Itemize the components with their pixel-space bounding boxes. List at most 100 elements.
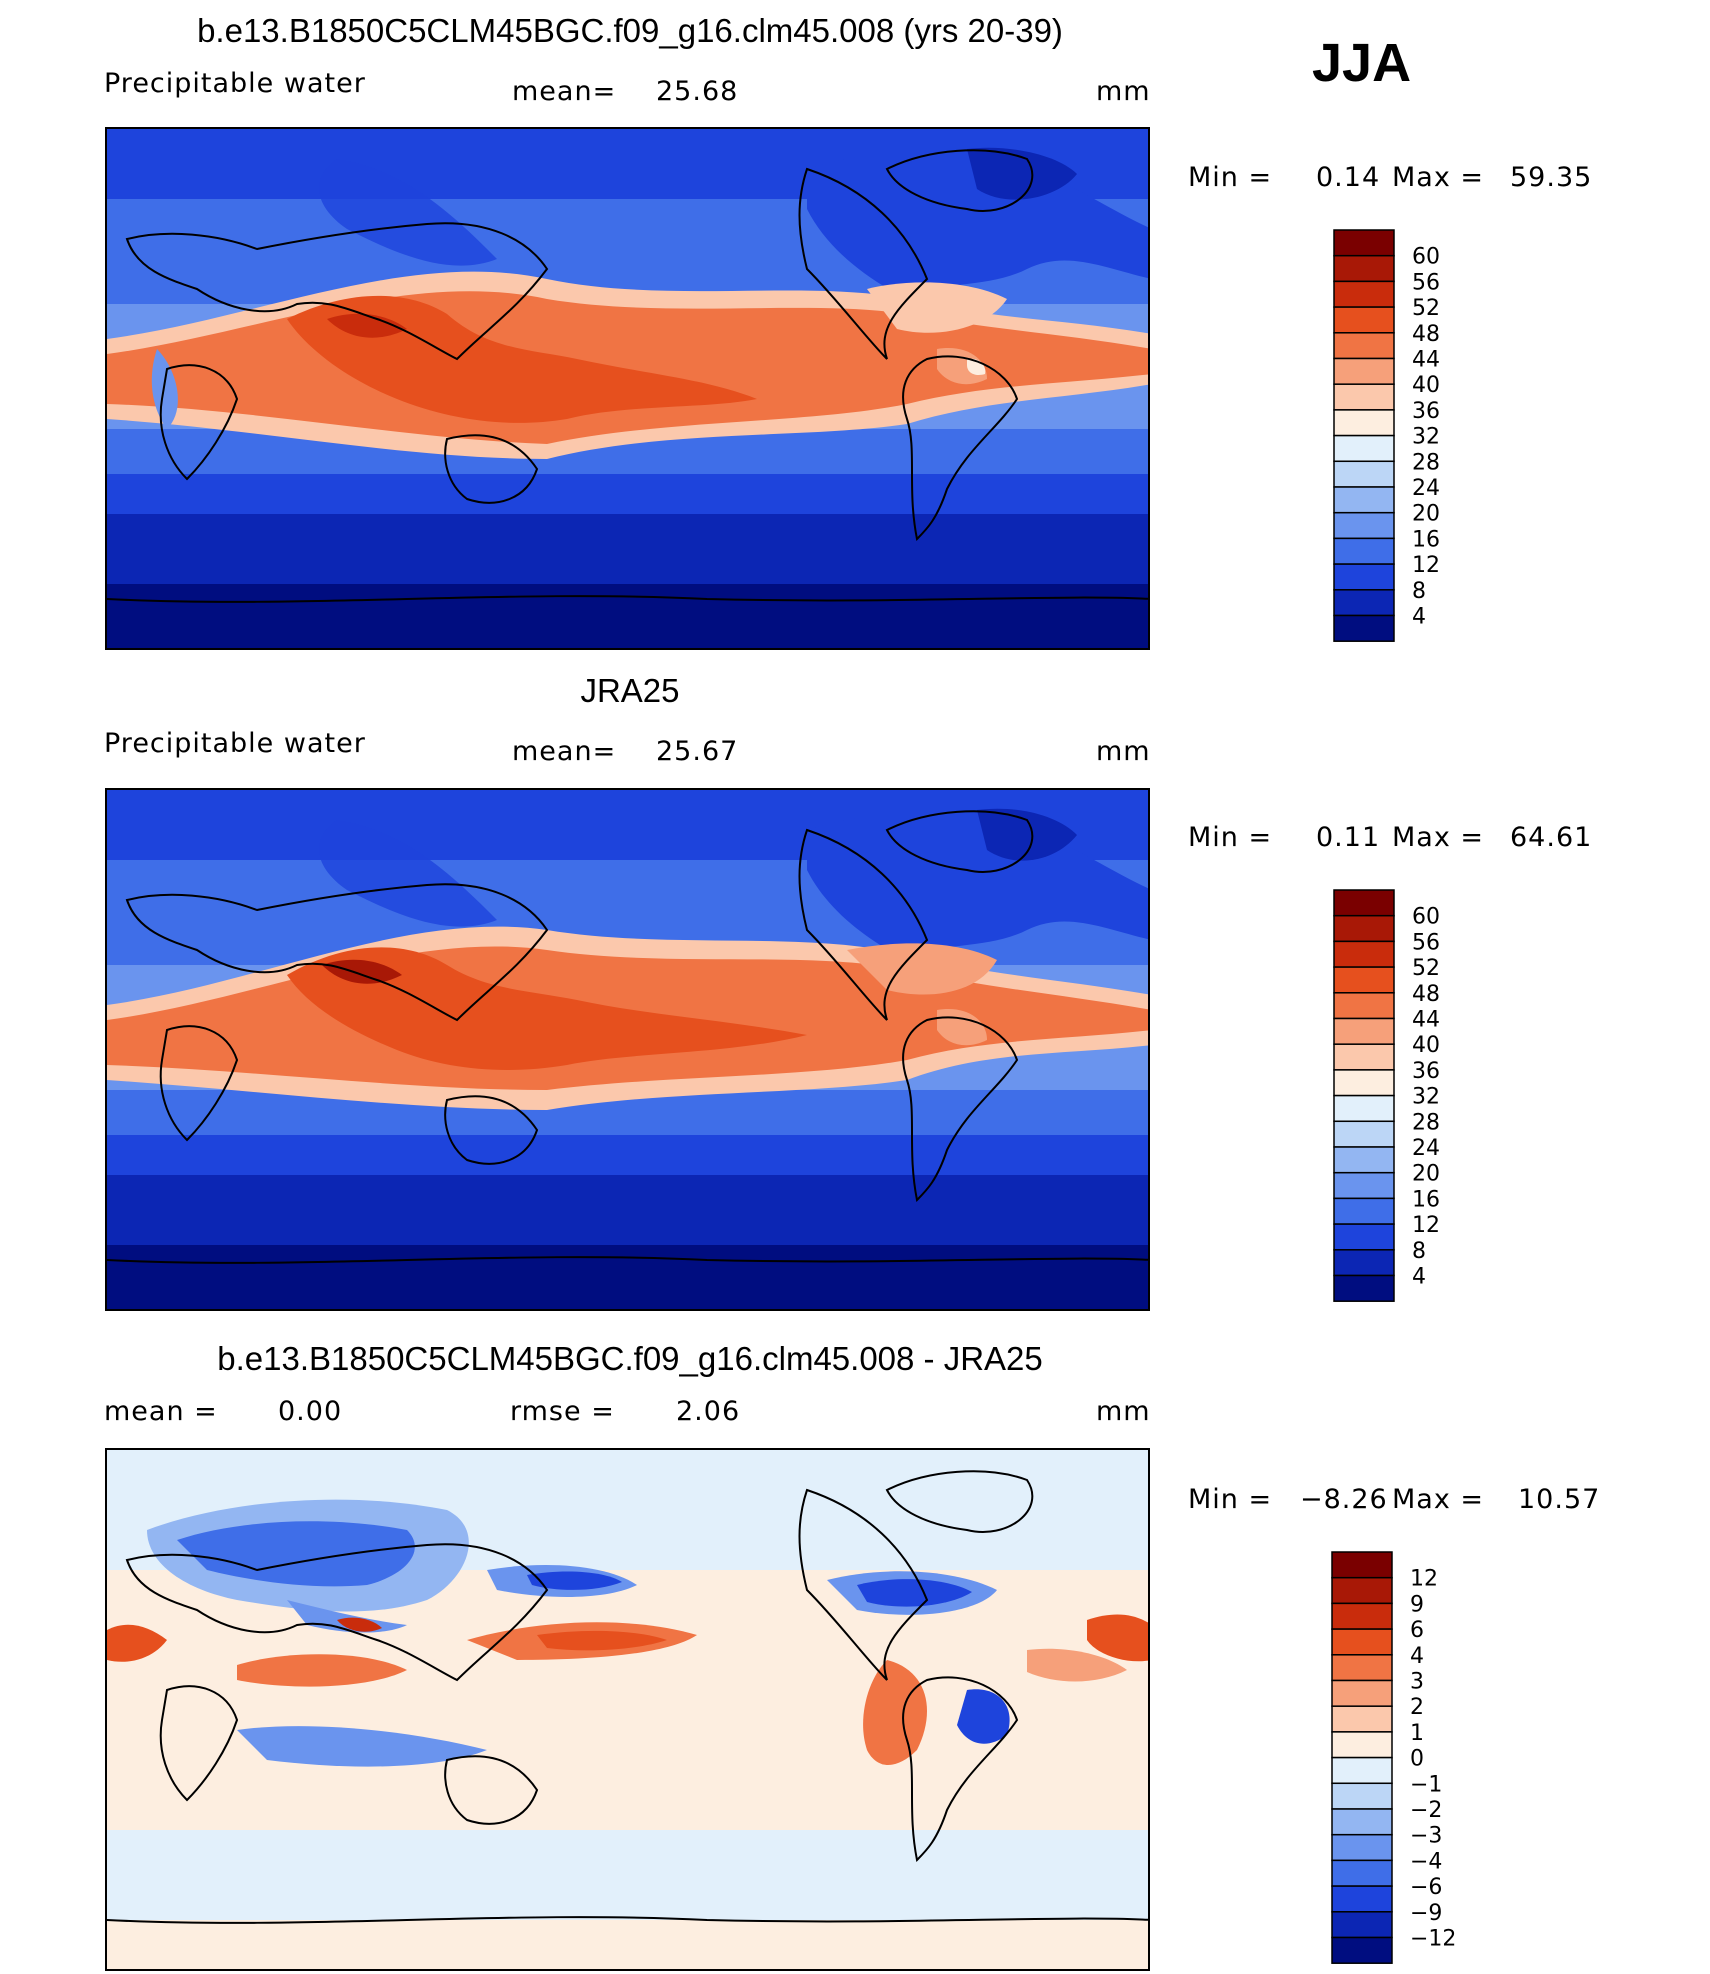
colorbar-label: 48: [1412, 322, 1440, 347]
colorbar-label: 28: [1412, 1110, 1440, 1135]
panel3-colorbar: 12 9 6 4 3 2 1 0 −1 −2 −3 −4 −6 −9 −12: [1330, 1550, 1570, 1970]
panel3-contour-field: [107, 1450, 1148, 1969]
colorbar-swatch: [1331, 1782, 1393, 1810]
colorbar-label: 56: [1412, 930, 1440, 955]
colorbar-label: 20: [1412, 502, 1440, 527]
colorbar-label: 40: [1412, 373, 1440, 398]
colorbar-label: 9: [1410, 1592, 1424, 1617]
colorbar-label: 48: [1412, 982, 1440, 1007]
colorbar-swatch: [1333, 966, 1395, 994]
colorbar-swatch: [1333, 254, 1395, 283]
colorbar-label: 3: [1410, 1670, 1424, 1695]
panel2-map: [105, 788, 1150, 1311]
colorbar-swatch: [1333, 357, 1395, 385]
colorbar-label: 16: [1412, 527, 1440, 552]
colorbar-label: −1: [1410, 1772, 1442, 1797]
colorbar-swatch: [1333, 229, 1395, 257]
panel1-title: b.e13.B1850C5CLM45BGC.f09_g16.clm45.008 …: [197, 12, 1063, 49]
colorbar-label: 32: [1412, 425, 1440, 450]
panel3-min-value: −8.26: [1300, 1484, 1388, 1515]
colorbar-swatch: [1333, 383, 1395, 411]
panel1-map: [105, 127, 1150, 650]
colorbar-swatch: [1331, 1628, 1393, 1656]
colorbar-swatch: [1333, 280, 1395, 308]
colorbar-swatch: [1333, 409, 1395, 437]
colorbar-label: 8: [1412, 579, 1426, 604]
panel3-map: [105, 1448, 1150, 1971]
panel3-max-value: 10.57: [1518, 1484, 1601, 1515]
panel2-max-value: 64.61: [1510, 822, 1593, 853]
colorbar-swatch: [1333, 1017, 1395, 1045]
colorbar-swatch: [1333, 1094, 1395, 1123]
colorbar-label: 12: [1412, 1213, 1440, 1238]
colorbar-swatch: [1333, 589, 1395, 617]
colorbar-label: 6: [1410, 1618, 1424, 1643]
colorbar-swatch: [1331, 1602, 1393, 1630]
colorbar-swatch: [1333, 614, 1395, 642]
colorbar-swatch: [1333, 1043, 1395, 1071]
colorbar-label: 2: [1410, 1695, 1424, 1720]
panel2-colorbar: 60 56 52 48 44 40 36 32 28 24 20 16 12 8 4: [1332, 888, 1572, 1308]
colorbar-swatch: [1333, 1069, 1395, 1097]
colorbar-swatch: [1331, 1551, 1393, 1579]
colorbar-swatch: [1331, 1654, 1393, 1682]
colorbar-swatch: [1333, 511, 1395, 540]
colorbar-label: −12: [1410, 1927, 1456, 1952]
colorbar-swatch: [1331, 1705, 1393, 1733]
colorbar-label: −2: [1410, 1798, 1442, 1823]
colorbar-swatch: [1331, 1731, 1393, 1759]
colorbar-label: −9: [1410, 1901, 1442, 1926]
colorbar-label: 60: [1412, 245, 1440, 270]
colorbar-label: −3: [1410, 1824, 1442, 1849]
colorbar-label: 1: [1410, 1721, 1424, 1746]
colorbar-label: 56: [1412, 270, 1440, 295]
colorbar-swatch: [1331, 1576, 1393, 1605]
panel3-rmse-label: rmse =: [510, 1396, 615, 1427]
panel1-contour-field: [107, 129, 1148, 648]
colorbar-label: 24: [1412, 1136, 1440, 1161]
colorbar-swatch: [1333, 992, 1395, 1020]
colorbar-swatch: [1331, 1911, 1393, 1939]
panel3-title: b.e13.B1850C5CLM45BGC.f09_g16.clm45.008 …: [217, 1340, 1043, 1377]
colorbar-swatch: [1331, 1833, 1393, 1862]
panel1-variable: Precipitable water: [104, 68, 366, 99]
colorbar-swatch: [1333, 306, 1395, 334]
colorbar-swatch: [1333, 537, 1395, 565]
colorbar-label: 60: [1412, 905, 1440, 930]
colorbar-swatch: [1331, 1936, 1393, 1964]
colorbar-swatch: [1333, 1171, 1395, 1200]
colorbar-swatch: [1331, 1859, 1393, 1887]
colorbar-label: 0: [1410, 1747, 1424, 1772]
colorbar-swatch: [1331, 1756, 1393, 1785]
panel2-contour-field: [107, 790, 1148, 1309]
colorbar-swatch: [1333, 889, 1395, 917]
colorbar-label: 28: [1412, 450, 1440, 475]
panel1-mean-label: mean=: [512, 76, 617, 107]
colorbar-label: −4: [1410, 1849, 1442, 1874]
colorbar-label: 40: [1412, 1033, 1440, 1058]
panel2-max-label: Max =: [1392, 822, 1485, 853]
colorbar-label: 32: [1412, 1085, 1440, 1110]
season-label: JJA: [1312, 33, 1412, 93]
panel1-max-value: 59.35: [1510, 162, 1593, 193]
colorbar-label: 52: [1412, 956, 1440, 981]
colorbar-swatch: [1333, 1146, 1395, 1174]
panel1-min-value: 0.14: [1316, 162, 1381, 193]
panel3-max-label: Max =: [1392, 1484, 1485, 1515]
panel3-min-label: Min =: [1188, 1484, 1273, 1515]
colorbar-label: 12: [1412, 553, 1440, 578]
colorbar-label: 8: [1412, 1239, 1426, 1264]
colorbar-swatch: [1333, 434, 1395, 463]
colorbar-swatch: [1333, 563, 1395, 591]
panel2-min-value: 0.11: [1316, 822, 1381, 853]
panel2-units: mm: [1096, 736, 1151, 767]
colorbar-swatch: [1331, 1808, 1393, 1836]
colorbar-label: 52: [1412, 296, 1440, 321]
colorbar-swatch: [1333, 1274, 1395, 1302]
colorbar-swatch: [1333, 332, 1395, 360]
colorbar-label: 44: [1412, 1008, 1440, 1033]
panel2-mean-value: 25.67: [656, 736, 739, 767]
panel2-min-label: Min =: [1188, 822, 1273, 853]
colorbar-swatch: [1333, 940, 1395, 968]
